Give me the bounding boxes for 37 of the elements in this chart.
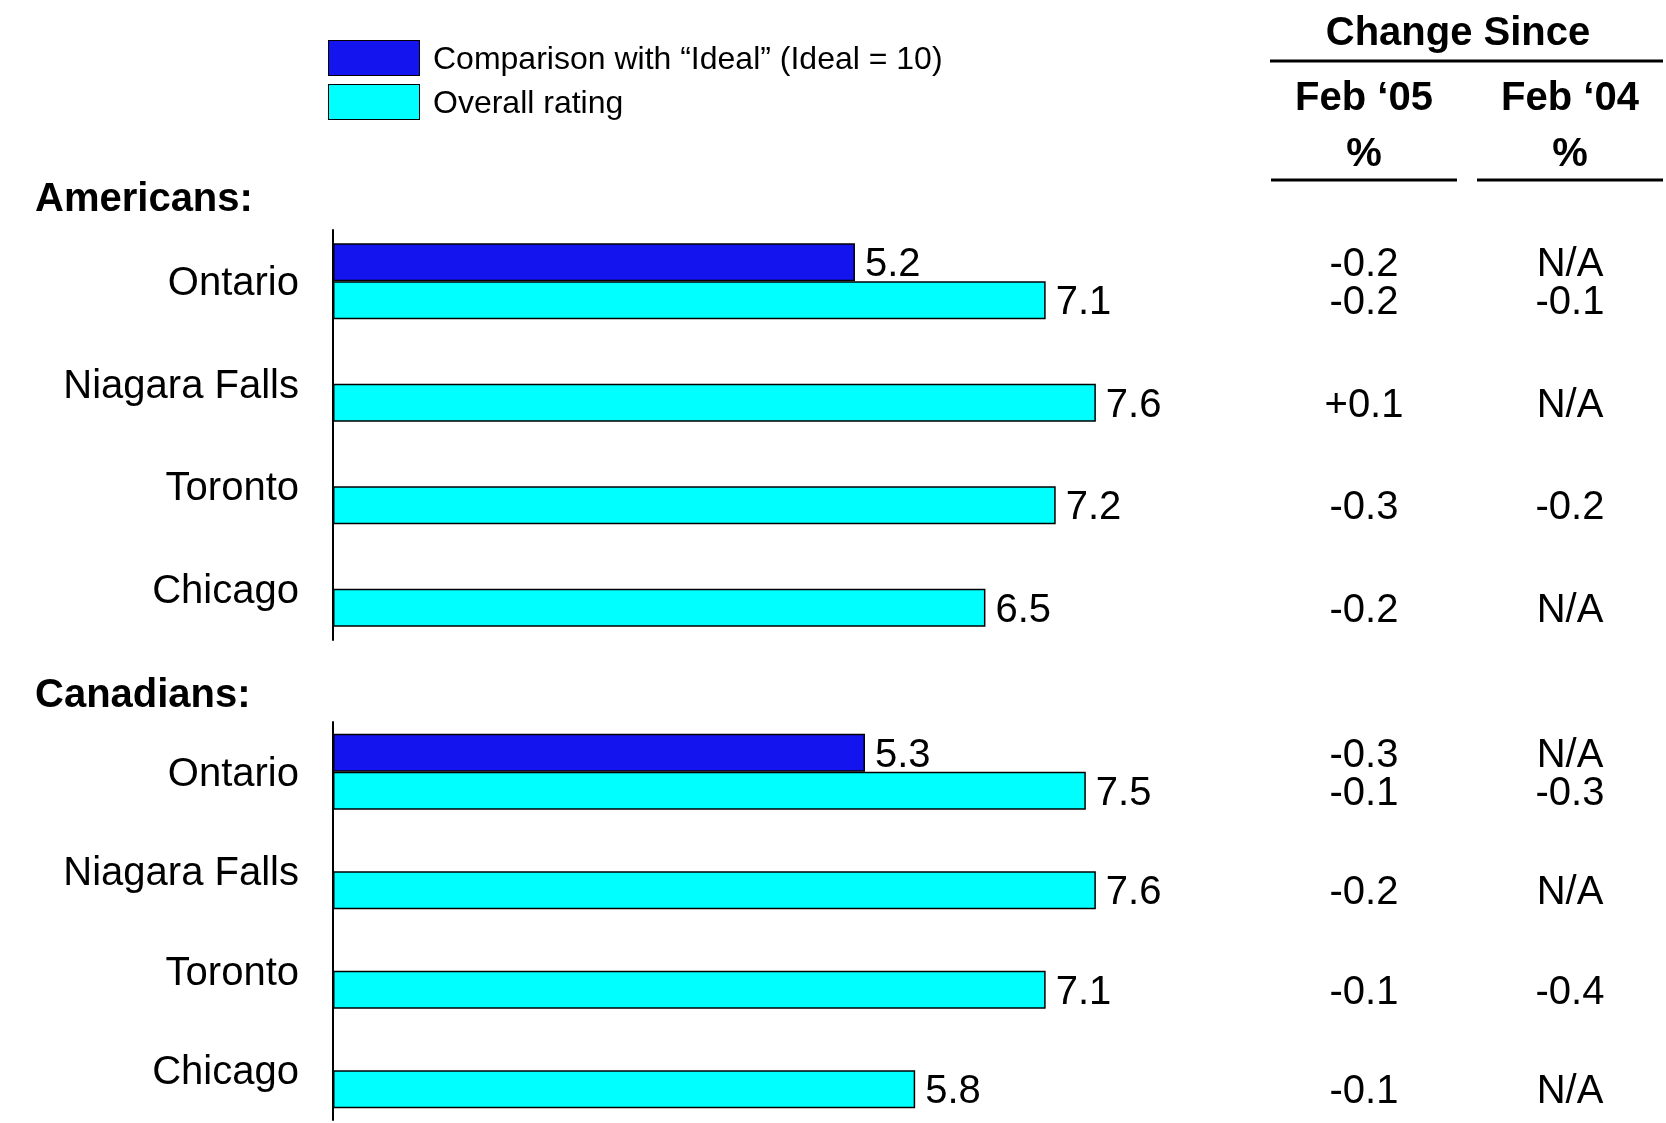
chart-title: Canadians: <box>35 671 251 715</box>
y-tick-label: Toronto <box>165 948 299 993</box>
data-label: 7.1 <box>1055 278 1112 323</box>
y-tick-label: Niagara Falls <box>63 849 299 894</box>
data-label: 5.8 <box>925 1067 981 1112</box>
data-label: 7.6 <box>1105 868 1162 913</box>
y-tick-label: Ontario <box>167 259 299 304</box>
data-label: 7.5 <box>1095 768 1152 813</box>
text: N/A <box>1536 585 1604 630</box>
y-tick-label: Toronto <box>165 464 299 509</box>
data-label: 5.3 <box>874 730 931 775</box>
text: -0.1 <box>1329 967 1399 1012</box>
y-tick-label: Ontario <box>167 749 299 794</box>
data-label: 7.1 <box>1055 967 1112 1012</box>
data-label: 7.2 <box>1065 483 1122 528</box>
data-label: 5.2 <box>864 240 921 285</box>
text: -0.4 <box>1535 967 1605 1012</box>
text: -0.2 <box>1329 585 1399 630</box>
legend-label: Overall rating <box>433 83 624 121</box>
y-tick-label: Chicago <box>152 1048 299 1093</box>
y-tick-label: Niagara Falls <box>63 361 299 406</box>
data-label: 6.5 <box>995 585 1052 630</box>
text: -0.2 <box>1535 483 1605 528</box>
text: N/A <box>1536 1067 1604 1112</box>
text: Feb ‘04 % <box>1501 74 1640 174</box>
y-tick-label: Chicago <box>152 566 299 611</box>
text: -0.1 <box>1329 1067 1399 1112</box>
text: N/A <box>1536 868 1604 913</box>
text: Feb ‘05 % <box>1295 74 1433 174</box>
text: +0.1 <box>1324 380 1404 425</box>
text: -0.3 <box>1329 483 1399 528</box>
chart-title: Americans: <box>35 175 253 219</box>
legend-label: Comparison with “Ideal” (Ideal = 10) <box>433 39 943 77</box>
text: Change Since <box>1325 9 1591 53</box>
text: -0.2 <box>1329 868 1399 913</box>
data-label: 7.6 <box>1105 380 1162 425</box>
text: N/A <box>1536 380 1604 425</box>
